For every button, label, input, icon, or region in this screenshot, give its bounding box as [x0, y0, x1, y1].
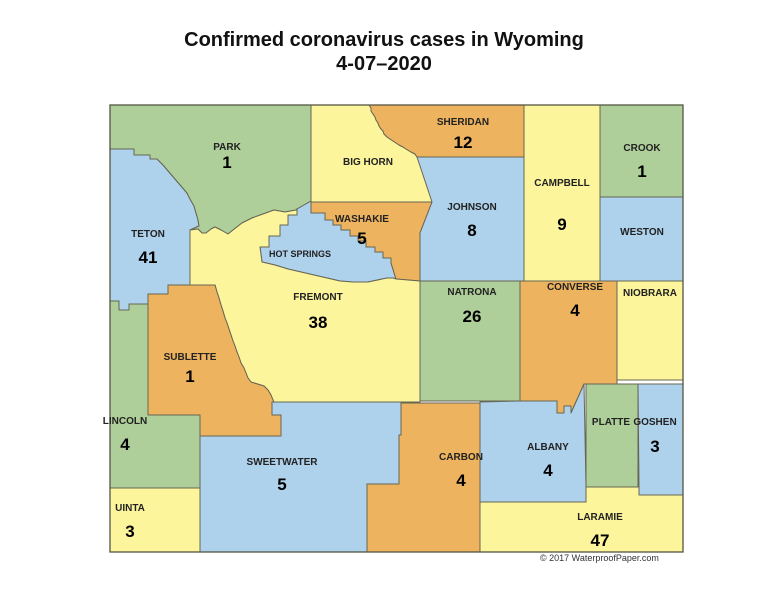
- svg-text:TETON: TETON: [131, 229, 165, 240]
- svg-text:WESTON: WESTON: [620, 227, 664, 238]
- svg-text:SUBLETTE: SUBLETTE: [164, 352, 217, 363]
- svg-text:LARAMIE: LARAMIE: [577, 512, 623, 523]
- svg-text:26: 26: [463, 307, 482, 326]
- svg-text:1: 1: [637, 162, 646, 181]
- svg-text:41: 41: [139, 248, 158, 267]
- svg-text:FREMONT: FREMONT: [293, 292, 342, 303]
- svg-text:5: 5: [277, 475, 286, 494]
- svg-text:4: 4: [120, 435, 130, 454]
- svg-text:38: 38: [309, 313, 328, 332]
- svg-text:UINTA: UINTA: [115, 503, 145, 514]
- svg-text:4: 4: [456, 471, 466, 490]
- svg-text:SHERIDAN: SHERIDAN: [437, 117, 489, 128]
- svg-text:SWEETWATER: SWEETWATER: [247, 457, 319, 468]
- svg-text:5: 5: [357, 229, 366, 248]
- svg-text:ALBANY: ALBANY: [527, 442, 569, 453]
- svg-text:JOHNSON: JOHNSON: [447, 202, 496, 213]
- svg-text:NIOBRARA: NIOBRARA: [623, 288, 677, 299]
- svg-text:GOSHEN: GOSHEN: [633, 417, 676, 428]
- svg-text:1: 1: [185, 367, 194, 386]
- svg-text:CAMPBELL: CAMPBELL: [534, 178, 590, 189]
- svg-text:9: 9: [557, 215, 566, 234]
- svg-text:12: 12: [454, 133, 473, 152]
- svg-text:CROOK: CROOK: [623, 143, 661, 154]
- svg-text:47: 47: [591, 531, 610, 550]
- svg-text:LINCOLN: LINCOLN: [103, 416, 147, 427]
- svg-text:3: 3: [125, 522, 134, 541]
- svg-text:4: 4: [570, 301, 580, 320]
- svg-text:4: 4: [543, 461, 553, 480]
- svg-text:CARBON: CARBON: [439, 452, 483, 463]
- svg-text:HOT SPRINGS: HOT SPRINGS: [269, 249, 331, 259]
- svg-text:WASHAKIE: WASHAKIE: [335, 214, 389, 225]
- svg-text:PARK: PARK: [213, 142, 241, 153]
- svg-text:NATRONA: NATRONA: [447, 287, 496, 298]
- svg-text:3: 3: [650, 437, 659, 456]
- svg-text:PLATTE: PLATTE: [592, 417, 630, 428]
- svg-text:1: 1: [222, 153, 231, 172]
- svg-text:BIG HORN: BIG HORN: [343, 157, 393, 168]
- svg-text:CONVERSE: CONVERSE: [547, 282, 603, 293]
- svg-text:8: 8: [467, 221, 476, 240]
